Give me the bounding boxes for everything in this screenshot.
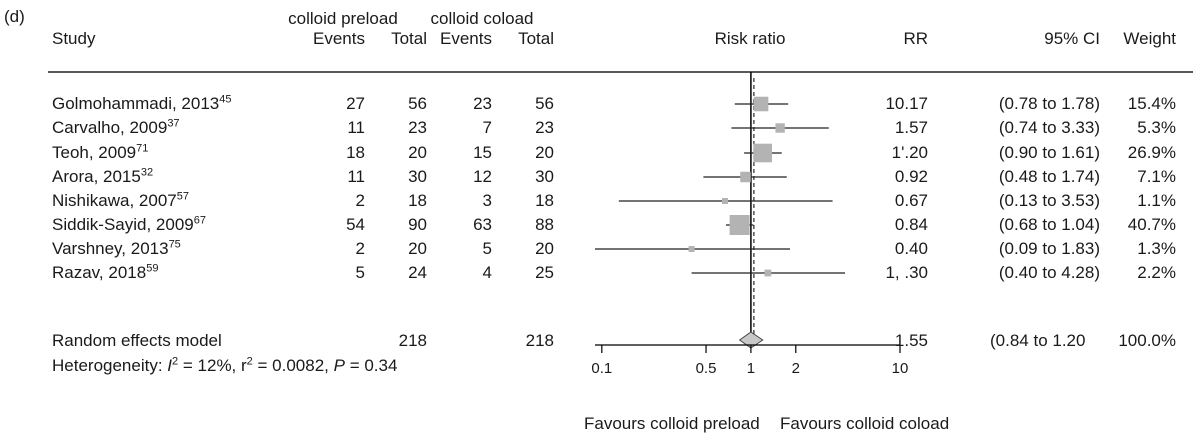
- rr-value: 0.84: [894, 215, 928, 234]
- total-coload: 20: [535, 239, 554, 258]
- summary-total-coload: 218: [525, 331, 554, 350]
- x-tick-label: 10: [892, 360, 909, 377]
- header-group1: colloid preload: [288, 9, 398, 28]
- header-weight: Weight: [1123, 29, 1176, 48]
- x-tick-label: 0.5: [696, 360, 717, 377]
- study-name: Arora, 201532: [52, 166, 154, 186]
- weight-square: [721, 198, 728, 204]
- events-preload: 11: [347, 118, 365, 137]
- favours-left-label: Favours colloid preload: [584, 414, 760, 433]
- events-coload: 63: [473, 215, 492, 234]
- total-coload: 30: [535, 167, 554, 186]
- events-preload: 54: [346, 215, 365, 234]
- events-coload: 7: [482, 118, 492, 137]
- weight-value: 26.9%: [1127, 143, 1176, 162]
- ci-value: (0.90 to 1.61): [998, 143, 1100, 162]
- study-name: Carvalho, 200937: [52, 117, 180, 137]
- total-preload: 20: [408, 239, 427, 258]
- summary-weight: 100.0%: [1118, 331, 1176, 350]
- total-coload: 23: [535, 118, 554, 137]
- weight-square: [764, 269, 772, 277]
- weight-square: [729, 215, 750, 235]
- ci-value: (0.78 to 1.78): [998, 94, 1100, 113]
- total-preload: 24: [408, 263, 427, 282]
- ci-value: (0.48 to 1.74): [998, 167, 1100, 186]
- rr-value: 0.40: [894, 239, 928, 258]
- study-name: Varshney, 201375: [52, 238, 181, 258]
- header-total2: Total: [518, 29, 554, 48]
- ci-value: (0.09 to 1.83): [998, 239, 1100, 258]
- study-name: Golmohammadi, 201345: [52, 93, 232, 113]
- weight-value: 1.1%: [1137, 191, 1176, 210]
- events-preload: 2: [355, 191, 365, 210]
- rr-value: 0.67: [894, 191, 928, 210]
- study-name: Razav, 201859: [52, 262, 159, 282]
- summary-label: Random effects model: [52, 331, 222, 350]
- rr-value: 10.17: [885, 94, 928, 113]
- total-coload: 18: [535, 191, 554, 210]
- header-events1: Events: [313, 29, 365, 48]
- ci-value: (0.74 to 3.33): [998, 118, 1100, 137]
- study-name: Teoh, 200971: [52, 142, 149, 162]
- total-coload: 56: [535, 94, 554, 113]
- rr-value: 1, .30: [885, 263, 928, 282]
- panel-label: (d): [4, 7, 25, 26]
- weight-square: [753, 96, 769, 112]
- summary-ci: (0.84 to 1.20: [990, 331, 1086, 350]
- events-coload: 12: [473, 167, 492, 186]
- events-preload: 18: [346, 143, 365, 162]
- total-preload: 18: [408, 191, 427, 210]
- study-name: Siddik-Sayid, 200967: [52, 214, 207, 234]
- events-coload: 3: [482, 191, 492, 210]
- header-study: Study: [52, 29, 96, 48]
- favours-right-label: Favours colloid coload: [780, 414, 950, 433]
- events-coload: 23: [473, 94, 492, 113]
- total-preload: 20: [408, 143, 427, 162]
- x-tick-label: 2: [792, 360, 800, 377]
- heterogeneity-text: Heterogeneity: I2 = 12%, r2 = 0.0082, P …: [52, 355, 398, 375]
- header-risk-ratio: Risk ratio: [714, 29, 786, 48]
- weight-value: 7.1%: [1137, 167, 1176, 186]
- weight-value: 1.3%: [1137, 239, 1176, 258]
- total-coload: 88: [535, 215, 554, 234]
- weight-square: [688, 246, 695, 252]
- events-coload: 15: [473, 143, 492, 162]
- rr-value: 0.92: [894, 167, 928, 186]
- total-preload: 90: [408, 215, 427, 234]
- ci-value: (0.68 to 1.04): [998, 215, 1100, 234]
- weight-value: 2.2%: [1137, 263, 1176, 282]
- weight-square: [753, 143, 773, 163]
- weight-value: 5.3%: [1137, 118, 1176, 137]
- total-coload: 25: [535, 263, 554, 282]
- total-preload: 30: [408, 167, 427, 186]
- study-name: Nishikawa, 200757: [52, 190, 189, 210]
- header-rr: RR: [903, 29, 928, 48]
- events-preload: 27: [346, 94, 365, 113]
- total-preload: 23: [408, 118, 427, 137]
- header-total1: Total: [391, 29, 427, 48]
- total-coload: 20: [535, 143, 554, 162]
- ci-value: (0.13 to 3.53): [998, 191, 1100, 210]
- weight-square: [740, 171, 751, 183]
- rr-value: 1'.20: [891, 143, 928, 162]
- events-preload: 11: [347, 167, 365, 186]
- rr-value: 1.57: [894, 118, 928, 137]
- events-coload: 5: [482, 239, 492, 258]
- summary-total-preload: 218: [398, 331, 427, 350]
- x-tick-label: 0.1: [591, 360, 612, 377]
- summary-rr: 1.55: [894, 331, 928, 350]
- events-preload: 5: [355, 263, 365, 282]
- header-group2: colloid coload: [430, 9, 534, 28]
- weight-value: 40.7%: [1127, 215, 1176, 234]
- total-preload: 56: [408, 94, 427, 113]
- events-preload: 2: [355, 239, 365, 258]
- header-events2: Events: [440, 29, 492, 48]
- ci-value: (0.40 to 4.28): [998, 263, 1100, 282]
- weight-value: 15.4%: [1127, 94, 1176, 113]
- events-coload: 4: [482, 263, 492, 282]
- header-ci: 95% CI: [1044, 29, 1100, 48]
- weight-square: [775, 123, 785, 133]
- x-tick-label: 1: [747, 360, 755, 377]
